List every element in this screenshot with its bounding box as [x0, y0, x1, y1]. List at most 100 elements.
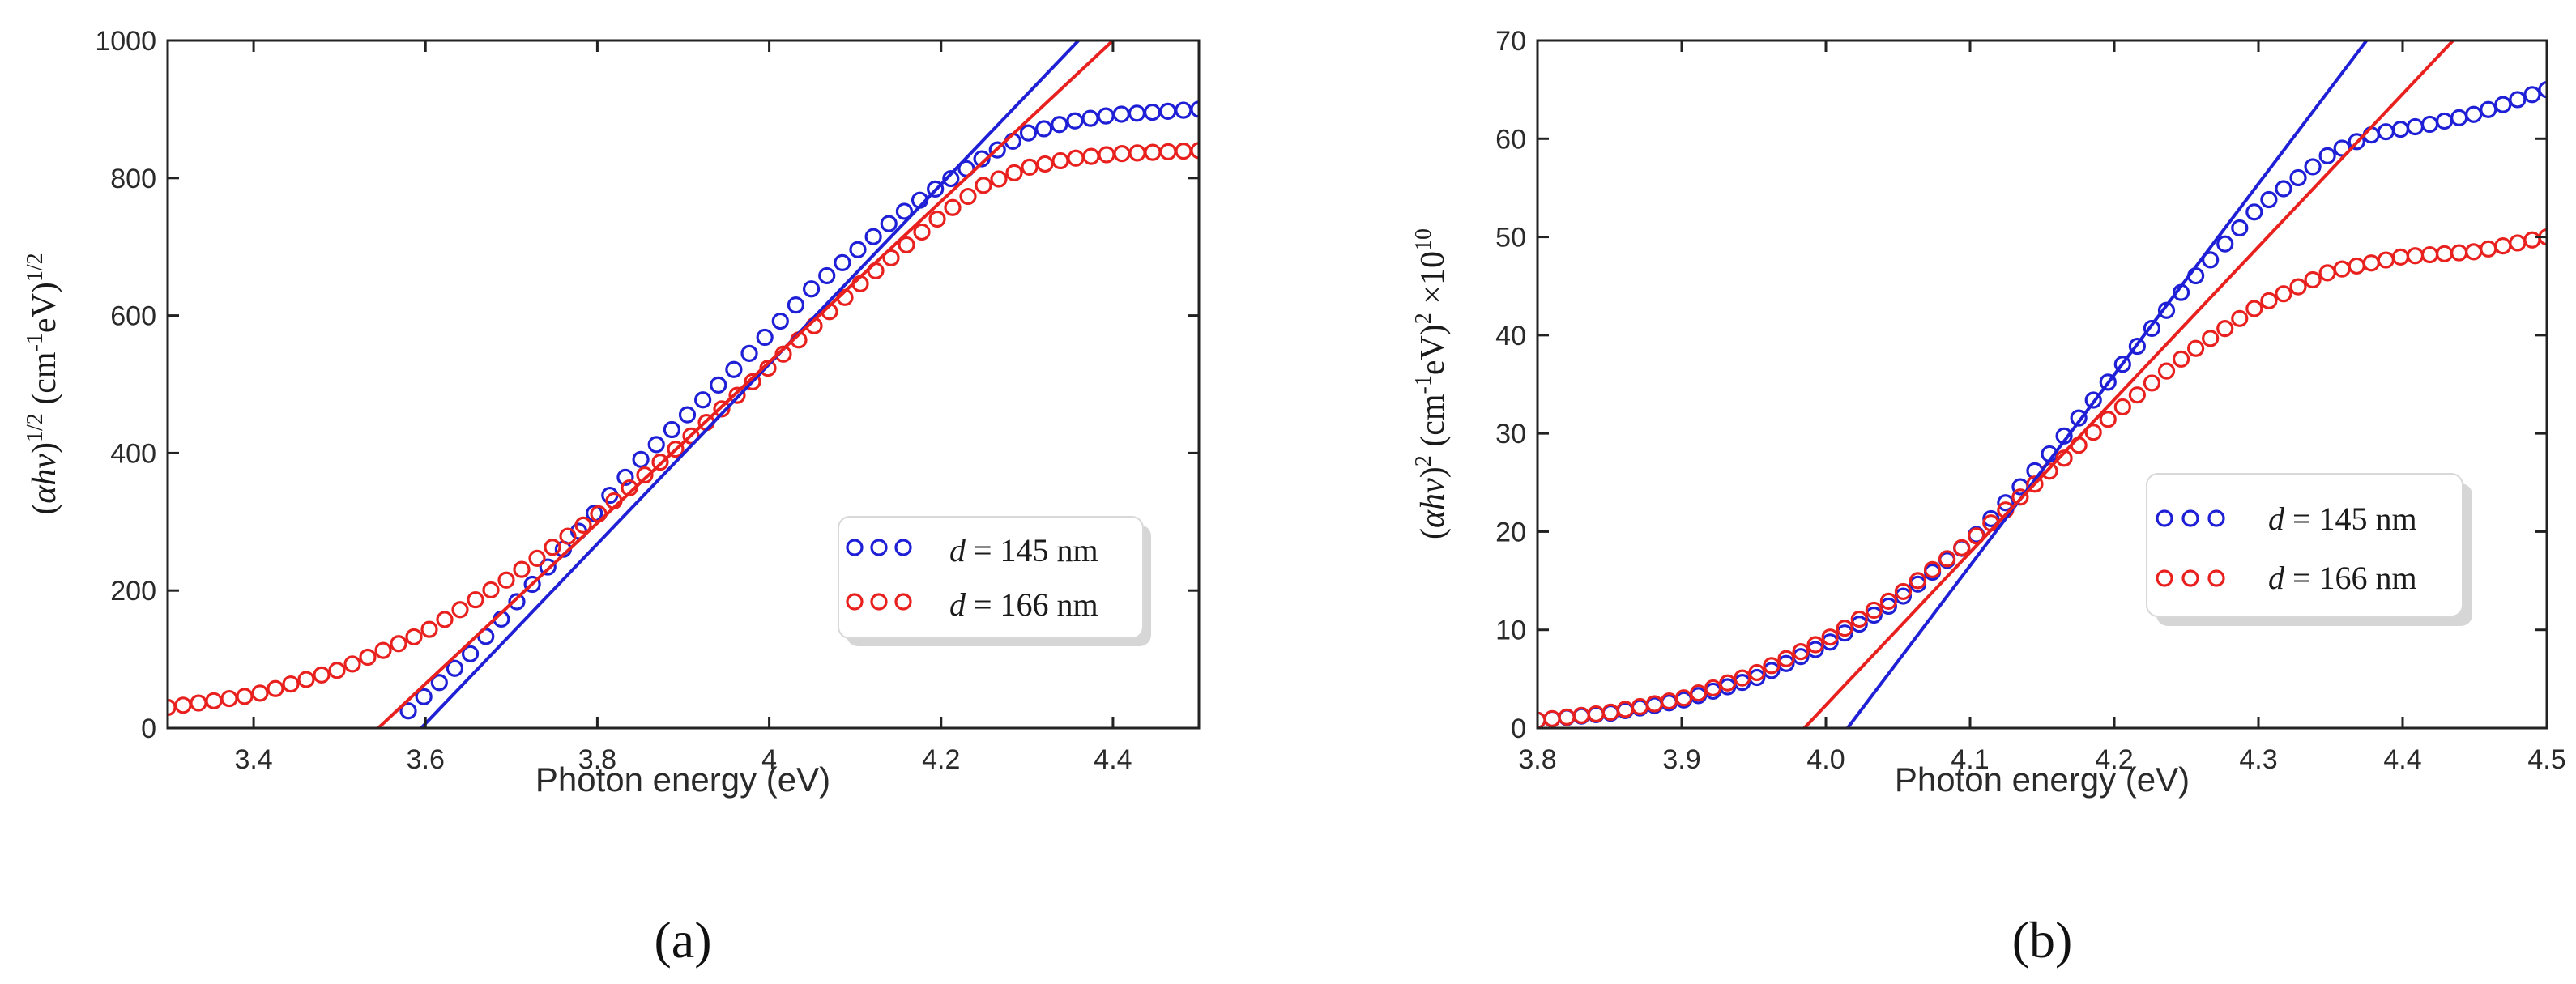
chart-a-point	[725, 360, 743, 378]
chart-b-point	[2435, 112, 2454, 130]
chart-a-point	[636, 466, 654, 484]
chart-a-ytick-label: 600	[110, 301, 156, 332]
chart-a-point	[523, 575, 541, 594]
chart-a-point	[880, 215, 898, 232]
chart-a-point	[205, 692, 223, 709]
chart-b: 3.8 3.9 4.0 4.1 4.2 4.3 4.4 4.5010203040506070 …	[1411, 26, 2566, 969]
chart-b-point	[2377, 123, 2395, 141]
chart-a-xtick-label: 3.6	[407, 744, 445, 775]
chart-a-point	[663, 420, 680, 439]
chart-b-point	[2231, 219, 2249, 237]
chart-b-point	[1821, 628, 1839, 646]
chart-a-point	[405, 628, 423, 646]
chart-b-fit-line-0	[1846, 40, 2369, 728]
chart-b-point	[1587, 705, 1605, 723]
chart-b-point	[1748, 663, 1766, 682]
chart-a-xtick-label: 3.8	[578, 744, 616, 775]
chart-b-point	[2391, 248, 2410, 266]
chart-a-xtick-label: 4.4	[1094, 744, 1132, 775]
chart-b-xtick-label: 3.9	[1662, 744, 1700, 775]
chart-b-point	[2070, 409, 2088, 427]
chart-b-panel-label: (b)	[2012, 911, 2073, 969]
chart-a-point	[461, 645, 480, 662]
chart-a-point	[710, 376, 727, 394]
chart-b-point	[2362, 254, 2380, 272]
chart-b-point	[1953, 539, 1971, 556]
chart-a-point	[467, 591, 484, 609]
chart-a-point	[882, 249, 900, 266]
chart-b-point	[2260, 292, 2278, 309]
chart-a-point	[1082, 147, 1100, 165]
chart-b-point	[1543, 709, 1561, 727]
chart-b-point	[2494, 237, 2512, 255]
chart-b-point	[2435, 245, 2454, 262]
chart-a-point	[420, 620, 438, 638]
chart-b-xtick-label: 4.5	[2527, 744, 2565, 775]
chart-b-ytick-label: 20	[1495, 517, 1526, 547]
chart-b-point	[2289, 168, 2307, 187]
chart-b-ytick-label: 40	[1495, 321, 1526, 351]
chart-b-point	[2275, 285, 2292, 303]
chart-a-panel-label: (a)	[654, 911, 711, 969]
chart-a-xtick-label: 3.4	[234, 744, 272, 775]
chart-a-point	[430, 674, 448, 692]
chart-a-xlabel: Photon energy (eV)	[535, 760, 830, 799]
chart-a-point	[539, 558, 557, 576]
chart-b-point	[2113, 356, 2131, 373]
chart-b-point	[2377, 251, 2395, 269]
chart-a-point	[297, 671, 315, 688]
chart-b-point	[2289, 278, 2307, 296]
chart-a-legend-label-145: d = 145 nm	[949, 532, 1098, 569]
chart-a-point	[927, 180, 945, 198]
chart-a-point	[1113, 145, 1131, 163]
chart-a-point	[713, 400, 731, 418]
chart-a-point	[898, 236, 915, 254]
chart-b-point	[2480, 100, 2497, 118]
chart-b-point	[1806, 636, 1824, 654]
chart-b-point	[2318, 147, 2336, 164]
chart-a-point	[694, 391, 712, 409]
chart-a-legend-marker	[870, 593, 888, 611]
chart-a-point	[802, 280, 821, 298]
chart-b-point	[2143, 319, 2161, 338]
chart-a-point	[236, 688, 254, 705]
chart-a-point	[451, 601, 469, 619]
chart-b-legend-marker	[2207, 509, 2225, 527]
chart-b-point	[2391, 120, 2410, 138]
chart-b-point	[1558, 708, 1576, 726]
chart-b-point	[1938, 550, 1956, 568]
chart-a-point	[756, 328, 774, 347]
chart-a-legend-marker	[846, 593, 864, 611]
chart-a-point	[1051, 116, 1068, 134]
chart-a-point	[1097, 107, 1115, 125]
chart-a-point	[651, 454, 669, 471]
chart-b-point	[2465, 105, 2483, 123]
chart-a-point	[374, 641, 392, 659]
chart-b-point	[1763, 657, 1781, 675]
chart-a-point	[1067, 149, 1085, 167]
chart-a-point	[544, 539, 561, 556]
chart-a: 3.4 3.6 3.8 4 4.2 4.4 0 200 400 600 800 1000 Photon…	[23, 26, 1201, 969]
chart-a-point	[990, 170, 1008, 188]
chart-a-ytick-label: 200	[110, 576, 156, 607]
chart-b-fit-line-1	[1802, 40, 2454, 728]
chart-b-point	[2304, 270, 2322, 289]
chart-a-ytick-label: 800	[110, 164, 156, 194]
chart-a-point	[975, 177, 992, 194]
chart-a-point	[895, 202, 914, 220]
chart-a-point	[942, 169, 960, 188]
chart-a-point	[1066, 112, 1084, 130]
chart-b-point	[2070, 437, 2088, 454]
chart-a-point	[1144, 143, 1162, 161]
chart-a-point	[313, 666, 331, 684]
chart-a-point	[190, 694, 207, 712]
chart-b-point	[2523, 86, 2541, 104]
chart-a-ytick-label: 1000	[95, 26, 156, 57]
chart-b-point	[2450, 244, 2468, 262]
chart-b-point	[2084, 424, 2102, 441]
chart-a-point	[1036, 155, 1054, 173]
chart-b-point	[2216, 235, 2234, 253]
chart-a-point	[771, 312, 789, 330]
chart-b-point	[2157, 362, 2176, 380]
chart-b-xtick-label: 4.3	[2239, 744, 2277, 775]
